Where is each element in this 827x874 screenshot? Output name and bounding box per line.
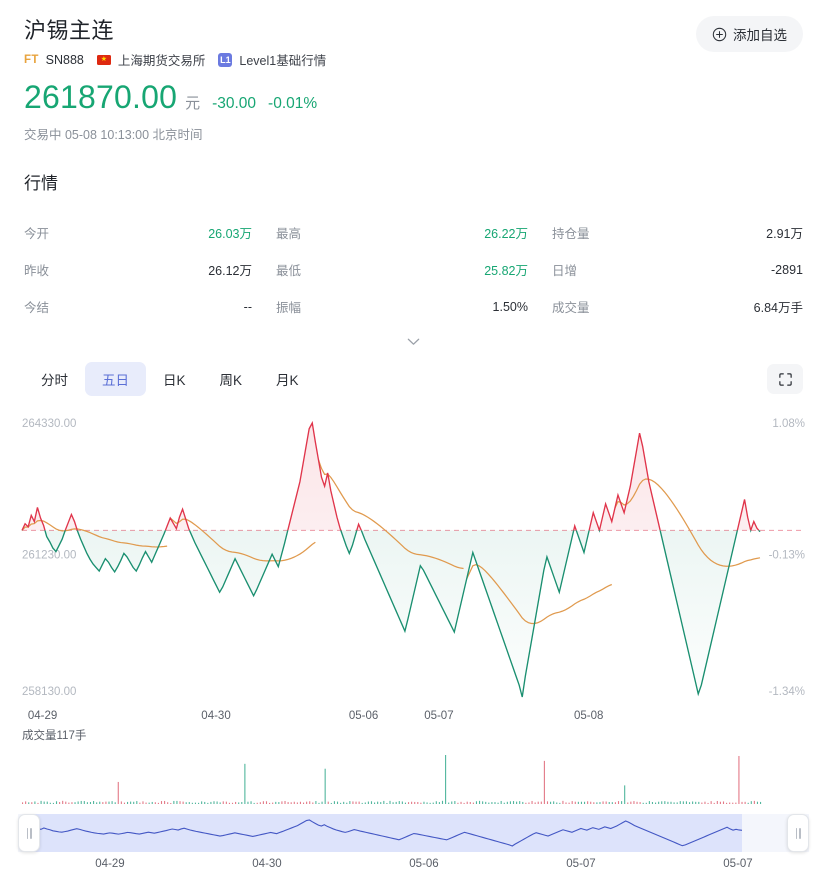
quote-cell-open-interest: 持仓量 2.91万 xyxy=(552,223,803,242)
svg-text:05-07: 05-07 xyxy=(566,858,595,870)
tab-five-day[interactable]: 五日 xyxy=(85,362,146,396)
quote-label: 今开 xyxy=(24,223,49,242)
ft-tag: FT xyxy=(24,54,39,66)
tab-weekly-k[interactable]: 周K xyxy=(203,362,260,396)
quote-value: 26.03万 xyxy=(208,223,252,242)
page-header: 沪锡主连 FT SN888 ★ 上海期货交易所 L1 Level1基础行情 添加… xyxy=(0,0,827,143)
svg-text:04-29: 04-29 xyxy=(28,710,57,722)
fullscreen-button[interactable] xyxy=(767,364,803,394)
tab-monthly-k[interactable]: 月K xyxy=(259,362,316,396)
tab-intraday[interactable]: 分时 xyxy=(24,362,85,396)
chart-period-tabs: 分时 五日 日K 周K 月K xyxy=(24,359,803,399)
add-to-watchlist-button[interactable]: 添加自选 xyxy=(696,16,803,52)
quote-label: 昨收 xyxy=(24,260,49,279)
table-row: 昨收 26.12万 最低 25.82万 日增 -2891 xyxy=(24,251,803,288)
quote-label: 成交量 xyxy=(552,297,590,316)
svg-text:261230.00: 261230.00 xyxy=(22,549,76,561)
svg-text:264330.00: 264330.00 xyxy=(22,418,76,430)
quote-value: 2.91万 xyxy=(766,223,803,242)
quote-value: 26.22万 xyxy=(484,223,528,242)
fullscreen-icon xyxy=(778,372,793,387)
chart-range-scrollbar[interactable]: 04-29 04-30 05-06 05-07 05-07 xyxy=(10,810,817,874)
title-row: 沪锡主连 FT SN888 ★ 上海期货交易所 L1 Level1基础行情 添加… xyxy=(24,16,803,69)
china-flag-icon: ★ xyxy=(97,55,111,65)
quote-section-title: 行情 xyxy=(24,169,803,194)
expand-quote-details-button[interactable] xyxy=(0,329,827,355)
quote-cell-settlement: 今结 -- xyxy=(24,297,276,316)
svg-text:04-29: 04-29 xyxy=(95,858,124,870)
grip-line xyxy=(799,828,801,839)
grip-line xyxy=(30,828,32,839)
y-axis-left-labels: 264330.00 261230.00 258130.00 xyxy=(22,418,76,698)
svg-text:-0.13%: -0.13% xyxy=(769,549,805,561)
quote-label: 日增 xyxy=(552,260,577,279)
x-axis-date-labels: 04-29 04-30 05-06 05-07 05-08 xyxy=(28,710,604,722)
volume-bars xyxy=(22,755,761,804)
quote-value: 26.12万 xyxy=(208,260,252,279)
minimap-selection[interactable] xyxy=(29,814,742,852)
table-row: 今开 26.03万 最高 26.22万 持仓量 2.91万 xyxy=(24,214,803,251)
svg-text:-1.34%: -1.34% xyxy=(769,686,805,698)
price-chart[interactable]: 264330.00 261230.00 258130.00 1.08% -0.13% -… xyxy=(0,409,827,804)
quote-cell-low: 最低 25.82万 xyxy=(276,260,552,279)
price-area-fill xyxy=(22,423,760,697)
quote-cell-prev-close: 昨收 26.12万 xyxy=(24,260,276,279)
minimap-svg[interactable]: 04-29 04-30 05-06 05-07 05-07 xyxy=(10,810,817,872)
quote-value: -- xyxy=(244,300,252,314)
svg-text:05-08: 05-08 xyxy=(574,710,603,722)
quote-cell-volume: 成交量 6.84万手 xyxy=(552,297,803,316)
security-meta-row: FT SN888 ★ 上海期货交易所 L1 Level1基础行情 xyxy=(24,50,326,69)
svg-text:05-06: 05-06 xyxy=(409,858,438,870)
minimap-handle-left[interactable] xyxy=(18,814,40,852)
volume-label: 成交量117手 xyxy=(22,728,86,742)
level1-badge-icon: L1 xyxy=(218,53,232,67)
plus-circle-icon xyxy=(712,27,727,42)
price-change-percent: -0.01% xyxy=(268,95,317,113)
quote-value: -2891 xyxy=(771,263,803,277)
level1-label: Level1基础行情 xyxy=(239,50,326,69)
chevron-down-icon xyxy=(407,338,420,346)
svg-text:05-07: 05-07 xyxy=(424,710,453,722)
table-row: 今结 -- 振幅 1.50% 成交量 6.84万手 xyxy=(24,288,803,325)
price-chart-svg[interactable]: 264330.00 261230.00 258130.00 1.08% -0.13% -… xyxy=(0,409,827,804)
svg-text:258130.00: 258130.00 xyxy=(22,686,76,698)
add-to-watchlist-label: 添加自选 xyxy=(733,24,787,44)
svg-text:05-07: 05-07 xyxy=(723,858,752,870)
market-status: 交易中 05-08 10:13:00 北京时间 xyxy=(24,124,803,143)
minimap-handle-right[interactable] xyxy=(787,814,809,852)
quote-label: 持仓量 xyxy=(552,223,590,242)
last-price: 261870.00 xyxy=(24,79,177,116)
tab-daily-k[interactable]: 日K xyxy=(146,362,203,396)
quote-cell-amplitude: 振幅 1.50% xyxy=(276,297,552,316)
svg-text:1.08%: 1.08% xyxy=(772,418,805,430)
grip-line xyxy=(796,828,798,839)
price-row: 261870.00 元 -30.00 -0.01% xyxy=(24,79,803,116)
quote-cell-high: 最高 26.22万 xyxy=(276,223,552,242)
exchange-name: 上海期货交易所 xyxy=(118,50,206,69)
svg-text:04-30: 04-30 xyxy=(201,710,230,722)
quote-value: 6.84万手 xyxy=(754,297,803,316)
quote-cell-open: 今开 26.03万 xyxy=(24,223,276,242)
price-change: -30.00 xyxy=(212,95,256,113)
price-currency-unit: 元 xyxy=(185,92,200,113)
security-name: 沪锡主连 xyxy=(24,16,326,46)
svg-text:04-30: 04-30 xyxy=(252,858,281,870)
quote-label: 今结 xyxy=(24,297,49,316)
y-axis-right-labels: 1.08% -0.13% -1.34% xyxy=(769,418,805,698)
quote-table: 今开 26.03万 最高 26.22万 持仓量 2.91万 昨收 26.12万 … xyxy=(24,214,803,325)
security-title-block: 沪锡主连 FT SN888 ★ 上海期货交易所 L1 Level1基础行情 xyxy=(24,16,326,69)
grip-line xyxy=(27,828,29,839)
security-code: SN888 xyxy=(46,53,84,67)
svg-text:05-06: 05-06 xyxy=(349,710,378,722)
quote-label: 最高 xyxy=(276,223,301,242)
quote-label: 最低 xyxy=(276,260,301,279)
quote-value: 25.82万 xyxy=(484,260,528,279)
minimap-date-labels: 04-29 04-30 05-06 05-07 05-07 xyxy=(95,858,752,870)
quote-cell-daily-increase: 日增 -2891 xyxy=(552,260,803,279)
quote-label: 振幅 xyxy=(276,297,301,316)
quote-value: 1.50% xyxy=(493,300,528,314)
